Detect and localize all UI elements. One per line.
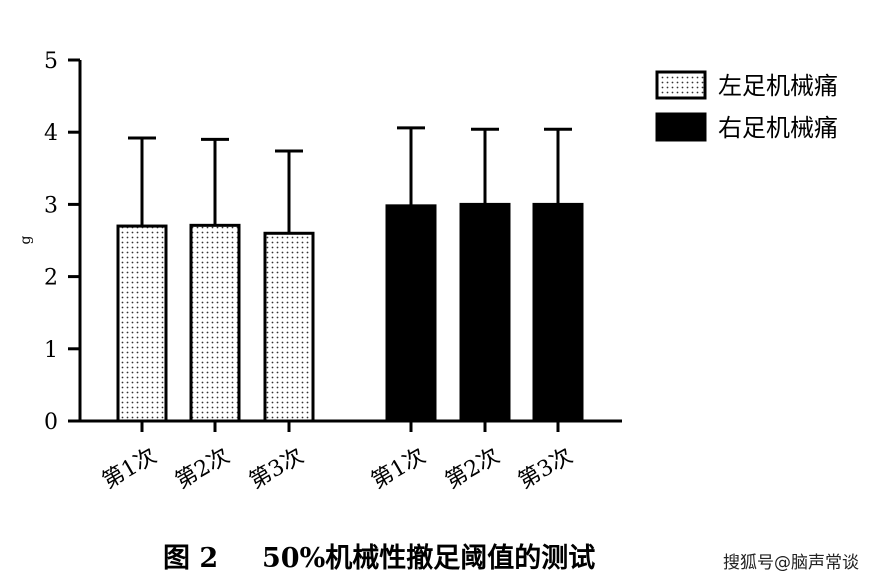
bars: [116, 126, 584, 423]
legend-swatch-right-foot: [655, 112, 707, 142]
bar: [385, 204, 437, 423]
watermark: 搜狐号@脑声常谈: [723, 553, 859, 573]
category-label: 第2次: [441, 444, 504, 495]
y-tick-label: 5: [44, 49, 58, 74]
bar: [263, 231, 315, 423]
legend-label-left-foot: 左足机械痛: [718, 72, 838, 100]
legend: 左足机械痛 右足机械痛: [655, 70, 838, 142]
y-tick-label: 0: [44, 410, 58, 435]
y-tick-label: 2: [44, 266, 58, 291]
legend-swatch-left-foot: [655, 70, 707, 100]
category-label: 第2次: [171, 444, 234, 495]
bar: [532, 202, 584, 423]
category-labels: 第1次 第2次 第3次 第1次 第2次 第3次: [98, 421, 577, 494]
category-label: 第1次: [367, 444, 430, 495]
y-tick-label: 3: [44, 193, 58, 218]
legend-label-right-foot: 右足机械痛: [718, 114, 838, 142]
category-label: 第1次: [98, 444, 161, 495]
caption-text: 50%机械性撤足阈值的测试: [262, 542, 595, 574]
bar: [189, 223, 241, 423]
y-axis-label: g: [18, 235, 34, 244]
category-label: 第3次: [245, 444, 308, 495]
y-tick-label: 4: [44, 121, 58, 146]
bar: [459, 202, 511, 423]
y-tick-label: 1: [44, 338, 58, 363]
figure-caption: 图 2 50%机械性撤足阈值的测试: [163, 542, 595, 574]
caption-number: 图 2: [163, 543, 218, 574]
bar: [116, 224, 168, 423]
category-label: 第3次: [514, 444, 577, 495]
y-ticks: 0 1 2 3 4 5: [44, 49, 80, 435]
